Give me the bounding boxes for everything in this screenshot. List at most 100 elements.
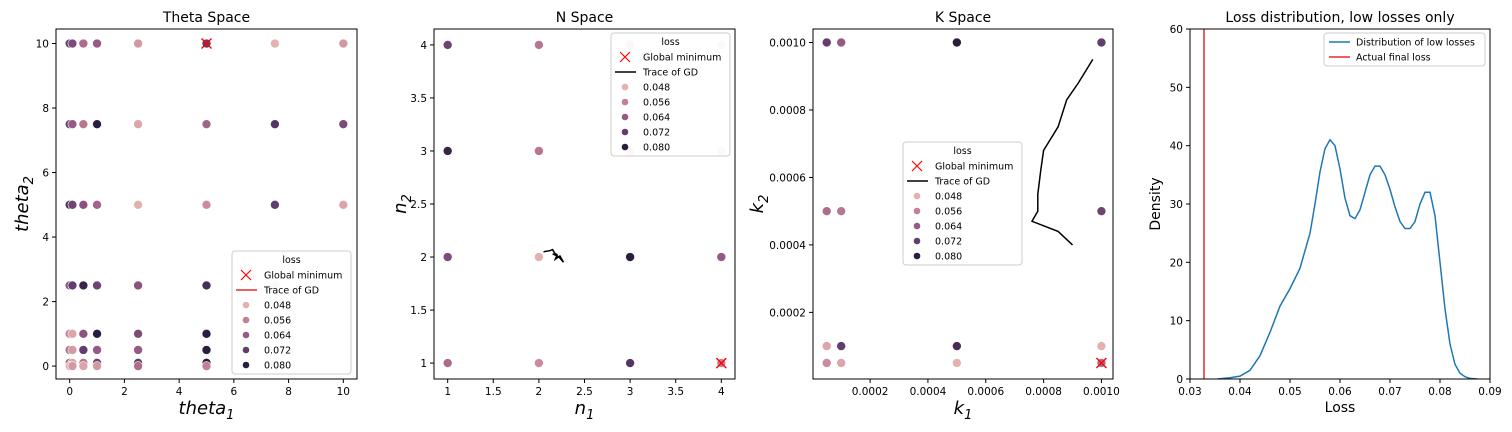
axes-frame [433,28,736,380]
x-tick-label: 0.0006 [967,386,1004,398]
data-point [67,38,78,49]
legend-box [902,141,1023,266]
y-tick-label: 0.0010 [769,37,806,49]
data-point [92,38,102,49]
legend-label: 0.080 [264,361,291,372]
data-point [133,329,143,339]
data-point [952,358,962,368]
legend-label: Actual final loss [1356,53,1431,64]
legend-box [610,32,731,157]
legend-marker-loss [621,143,629,151]
x-axis-label: n1 [575,398,595,423]
legend-label: 0.064 [264,331,291,342]
y-axis-label: n2 [390,194,415,214]
x-tick-label: 0.08 [1428,386,1451,398]
data-point [201,280,212,291]
data-point [78,38,89,49]
y-tick-label: 60 [1170,24,1183,36]
global-minimum-marker [715,357,727,369]
y-tick-label: 20 [1170,257,1183,269]
data-point [534,40,544,50]
legend-marker-loss [242,301,250,309]
data-point [821,358,832,368]
x-tick-label: 3 [627,386,634,398]
legend-marker-loss [913,207,921,215]
y-tick-label: 0 [1176,374,1183,386]
y-axis-label: theta2 [12,176,37,232]
legend-label: 0.072 [264,346,291,357]
x-tick-label: 0.06 [1328,386,1352,398]
data-point [78,119,89,129]
data-point [133,119,143,129]
data-point [92,200,102,210]
x-tick-label: 0.04 [1228,386,1252,398]
x-tick-label: 8 [285,386,292,398]
data-point [67,361,78,371]
data-point [821,206,832,216]
data-point [1096,37,1107,48]
x-tick-label: 0.07 [1378,386,1401,398]
data-point [92,329,102,339]
data-point [836,358,846,368]
data-point [821,341,832,351]
legend-title: loss [282,255,300,266]
panel-n: N Space 1 1.5 2 2.5 3 3.5 4 1 1.5 2 2.5 3 3.5 4 loss Glo… [410,10,736,398]
y-tick-label: 4 [42,232,49,244]
data-point [67,345,78,355]
legend-label: Trace of GD [934,177,990,188]
data-point [92,361,102,371]
legend-marker-loss [913,237,921,245]
x-tick-label: 3.5 [667,386,684,398]
data-point [67,119,78,129]
legend-marker-loss [621,98,629,106]
y-tick-label: 10 [36,39,49,51]
legend-marker-loss [242,346,250,354]
y-tick-label: 8 [42,103,49,115]
y-tick-label: 2 [42,297,49,309]
panel-k: K Space 0.0002 0.0004 0.0006 0.0008 0.0010 0.0… [769,10,1120,398]
y-tick-label: 2 [420,252,427,264]
x-tick-label: 0 [66,386,73,398]
legend-marker-loss [242,316,250,324]
legend-label: Global minimum [643,53,721,64]
panel-title: Loss distribution, low losses only [1225,10,1454,26]
legend-label: 0.056 [264,316,291,327]
data-point [201,119,212,129]
panel-title: K Space [935,10,991,26]
data-point [78,200,89,210]
data-point [716,252,727,262]
data-point [1096,206,1107,216]
y-tick-label: 0 [42,361,49,373]
legend-label: 0.048 [643,83,670,94]
panel-title: Theta Space [162,10,250,26]
legend-box [1323,32,1486,67]
data-point [67,329,78,339]
legend-marker-loss [621,113,629,121]
y-tick-label: 1.5 [410,305,427,317]
y-tick-label: 4 [420,40,427,52]
data-point [201,361,212,371]
x-tick-label: 0.0010 [1083,386,1120,398]
legend-label: Global minimum [935,162,1013,173]
data-point [338,119,349,129]
x-axis-label: theta1 [179,398,235,423]
legend-marker-global-minimum [911,160,923,172]
gd-trace [1030,59,1094,246]
legend-label: Trace of GD [642,68,698,79]
legend-label: 0.064 [643,113,670,124]
y-tick-label: 0.0004 [769,240,806,252]
data-point [133,345,143,355]
y-tick-label: 2.5 [410,199,427,211]
axes-frame [55,28,358,380]
data-point [92,280,102,291]
x-tick-label: 2.5 [576,386,593,398]
y-tick-label: 10 [1170,316,1183,328]
data-point [534,146,544,156]
legend-label: Global minimum [264,271,342,282]
legend-marker-global-minimum [619,51,631,63]
legend-label: 0.080 [935,252,962,263]
legend-marker-loss [913,252,921,260]
legend-label: 0.048 [264,301,291,312]
plot-area [1203,29,1478,379]
